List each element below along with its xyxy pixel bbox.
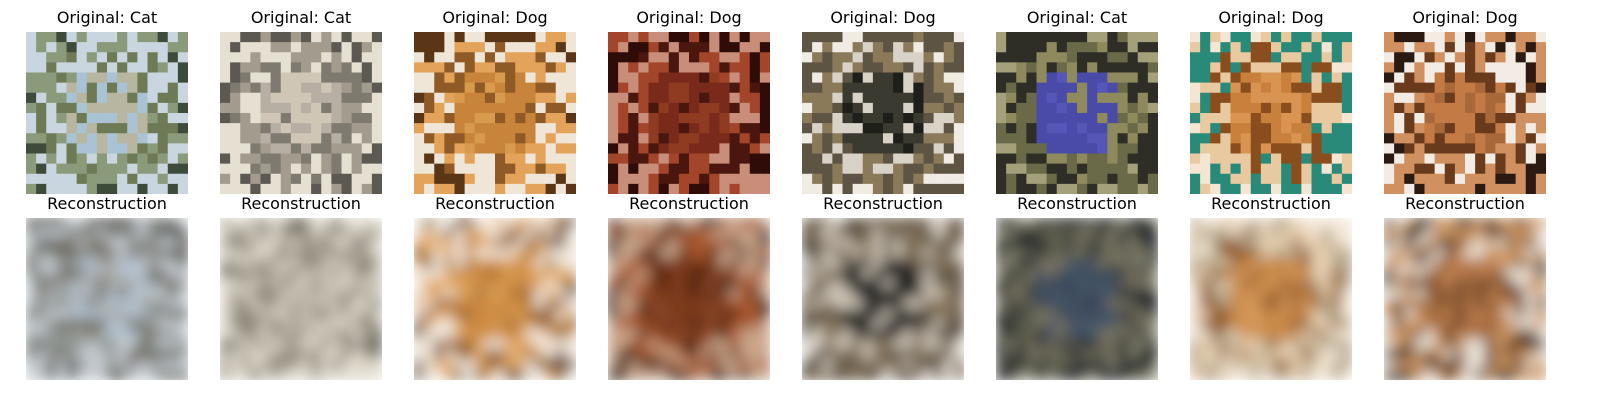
original-image: [414, 32, 576, 194]
original-image: [26, 32, 188, 194]
reconstruction-title: Reconstruction: [435, 194, 555, 213]
original-title: Original: Dog: [442, 8, 548, 27]
reconstruction-title: Reconstruction: [823, 194, 943, 213]
reconstruction-title: Reconstruction: [1017, 194, 1137, 213]
reconstruction-title: Reconstruction: [47, 194, 167, 213]
reconstruction-image: [1190, 218, 1352, 380]
original-image-pixels: [802, 32, 964, 194]
reconstruction-image-pixels: [996, 218, 1158, 380]
reconstruction-title: Reconstruction: [1405, 194, 1525, 213]
original-image-pixels: [220, 32, 382, 194]
original-image-pixels: [996, 32, 1158, 194]
original-title: Original: Dog: [1218, 8, 1324, 27]
original-image: [220, 32, 382, 194]
original-image-pixels: [608, 32, 770, 194]
reconstruction-image: [996, 218, 1158, 380]
reconstruction-image-pixels: [414, 218, 576, 380]
original-title: Original: Cat: [250, 8, 352, 27]
reconstruction-title: Reconstruction: [1211, 194, 1331, 213]
original-image-pixels: [414, 32, 576, 194]
original-image: [1384, 32, 1546, 194]
original-title: Original: Cat: [1026, 8, 1128, 27]
reconstruction-image-pixels: [1384, 218, 1546, 380]
original-title: Original: Cat: [56, 8, 158, 27]
original-image: [608, 32, 770, 194]
original-image-pixels: [1190, 32, 1352, 194]
original-title: Original: Dog: [1412, 8, 1518, 27]
reconstruction-image: [802, 218, 964, 380]
original-title: Original: Dog: [830, 8, 936, 27]
reconstruction-image: [1384, 218, 1546, 380]
reconstruction-image-pixels: [220, 218, 382, 380]
original-image-pixels: [1384, 32, 1546, 194]
original-image-pixels: [26, 32, 188, 194]
reconstruction-image: [220, 218, 382, 380]
reconstruction-image-pixels: [1190, 218, 1352, 380]
reconstruction-image-pixels: [608, 218, 770, 380]
reconstruction-title: Reconstruction: [629, 194, 749, 213]
original-image: [1190, 32, 1352, 194]
reconstruction-title: Reconstruction: [241, 194, 361, 213]
reconstruction-image-pixels: [802, 218, 964, 380]
original-image: [802, 32, 964, 194]
reconstruction-image: [414, 218, 576, 380]
original-image: [996, 32, 1158, 194]
reconstruction-image-pixels: [26, 218, 188, 380]
reconstruction-image: [608, 218, 770, 380]
reconstruction-image: [26, 218, 188, 380]
original-title: Original: Dog: [636, 8, 742, 27]
